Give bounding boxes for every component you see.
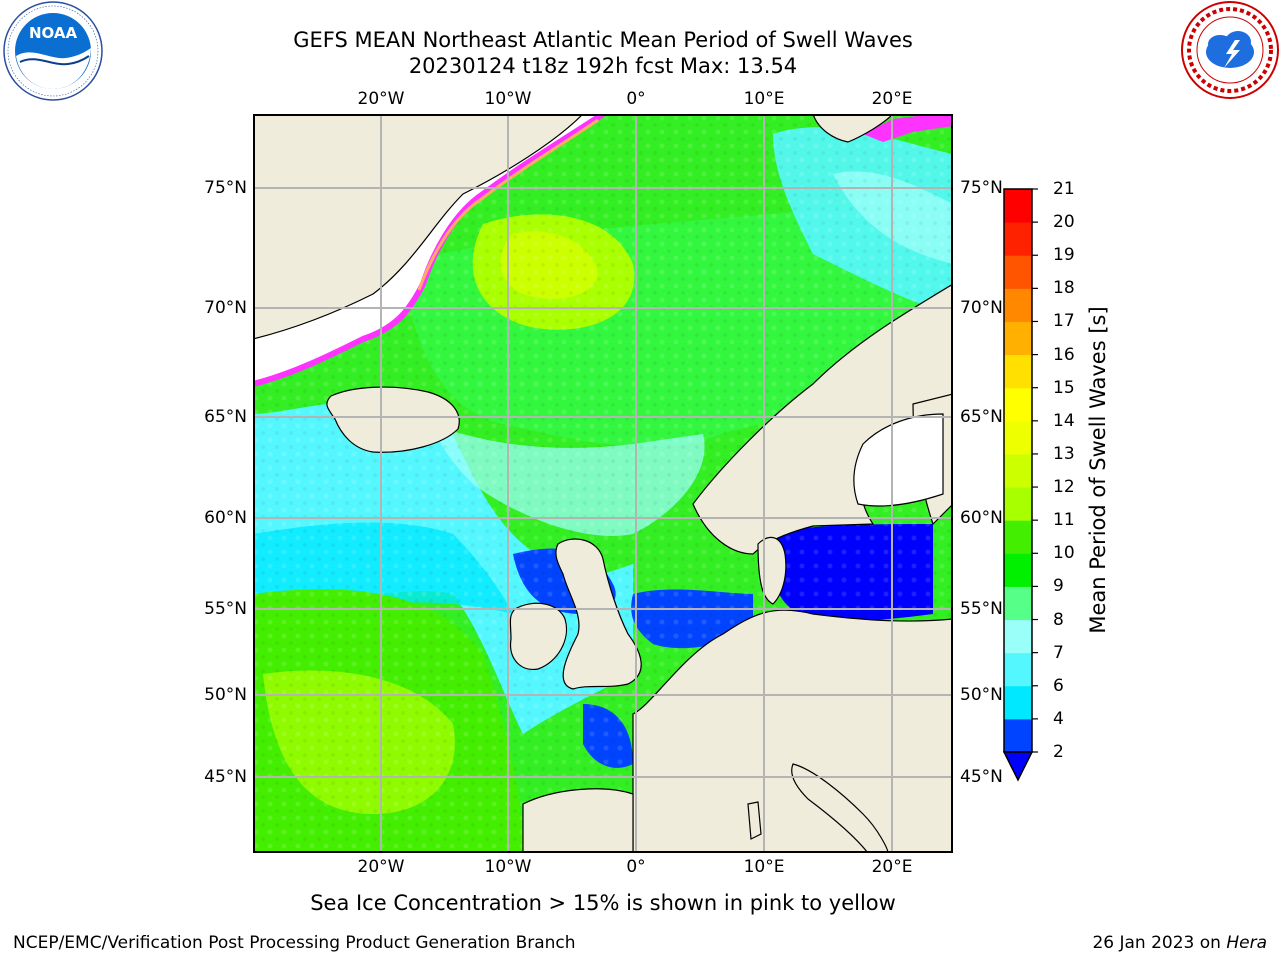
lat-tick-right-45n: 45°N bbox=[960, 767, 1003, 787]
colorbar-level-label: 16 bbox=[1053, 344, 1075, 365]
colorbar-segment bbox=[1004, 255, 1032, 289]
lon-tick-top-0: 0° bbox=[626, 89, 646, 109]
colorbar-segment bbox=[1004, 387, 1032, 422]
sea-ice-caption: Sea Ice Concentration > 15% is shown in … bbox=[310, 891, 896, 915]
colorbar-segment bbox=[1004, 354, 1032, 389]
colorbar-segment bbox=[1004, 487, 1032, 521]
colorbar-level-label: 4 bbox=[1053, 708, 1064, 729]
lon-tick-bottom-20w: 20°W bbox=[357, 857, 405, 877]
colorbar-level-label: 17 bbox=[1053, 311, 1075, 332]
noaa-logo-text: NOAA bbox=[29, 24, 78, 42]
colorbar-segment bbox=[1004, 420, 1032, 455]
colorbar-segment bbox=[1004, 288, 1032, 322]
lon-tick-bottom-10w: 10°W bbox=[484, 857, 532, 877]
lat-tick-left-55n: 55°N bbox=[204, 599, 247, 619]
lat-tick-right-55n: 55°N bbox=[960, 599, 1003, 619]
lon-tick-top-10w: 10°W bbox=[484, 89, 532, 109]
colorbar bbox=[1002, 188, 1038, 782]
colorbar-segment bbox=[1004, 222, 1032, 256]
lat-tick-right-70n: 70°N bbox=[960, 298, 1003, 318]
lat-tick-left-70n: 70°N bbox=[204, 298, 247, 318]
lon-tick-top-20w: 20°W bbox=[357, 89, 405, 109]
map-border bbox=[253, 114, 953, 853]
colorbar-title: Mean Period of Swell Waves [s] bbox=[1086, 306, 1110, 634]
colorbar-level-label: 20 bbox=[1053, 212, 1075, 233]
colorbar-level-label: 14 bbox=[1053, 410, 1075, 431]
colorbar-level-label: 13 bbox=[1053, 443, 1075, 464]
colorbar-segment bbox=[1004, 619, 1032, 654]
lat-tick-left-65n: 65°N bbox=[204, 407, 247, 427]
national-weather-service-logo bbox=[1181, 1, 1279, 99]
map-panel bbox=[253, 114, 953, 853]
lon-tick-bottom-10e: 10°E bbox=[743, 857, 785, 877]
colorbar-segment bbox=[1004, 189, 1032, 223]
colorbar-under-extension bbox=[1002, 751, 1034, 782]
gridlines bbox=[253, 114, 953, 853]
colorbar-level-label: 7 bbox=[1053, 642, 1064, 663]
lon-tick-bottom-20e: 20°E bbox=[871, 857, 913, 877]
footer-date-text: 26 Jan 2023 on bbox=[1092, 933, 1227, 953]
colorbar-level-label: 6 bbox=[1053, 675, 1064, 696]
lat-tick-left-75n: 75°N bbox=[204, 178, 247, 198]
lon-tick-top-20e: 20°E bbox=[871, 89, 913, 109]
land bbox=[253, 114, 953, 853]
colorbar-level-label: 9 bbox=[1053, 576, 1064, 597]
colorbar-level-label: 8 bbox=[1053, 609, 1064, 630]
lat-tick-right-65n: 65°N bbox=[960, 407, 1003, 427]
colorbar-border bbox=[1003, 188, 1033, 753]
colorbar-level-label: 11 bbox=[1053, 510, 1075, 531]
colorbar-segment bbox=[1004, 520, 1032, 554]
footer-date: 26 Jan 2023 on Hera bbox=[1092, 933, 1267, 953]
colorbar-segment bbox=[1004, 553, 1032, 587]
noaa-logo: NOAA bbox=[3, 1, 103, 101]
colorbar-segment bbox=[1004, 685, 1032, 720]
lon-tick-bottom-0: 0° bbox=[626, 857, 646, 877]
colorbar-level-label: 18 bbox=[1053, 278, 1075, 299]
lat-tick-right-50n: 50°N bbox=[960, 685, 1003, 705]
colorbar-level-label: 19 bbox=[1053, 245, 1075, 266]
lat-tick-left-60n: 60°N bbox=[204, 508, 247, 528]
lat-tick-right-75n: 75°N bbox=[960, 178, 1003, 198]
colorbar-segment bbox=[1004, 453, 1032, 488]
chart-title: GEFS MEAN Northeast Atlantic Mean Period… bbox=[293, 28, 913, 52]
lon-tick-top-10e: 10°E bbox=[743, 89, 785, 109]
colorbar-level-label: 15 bbox=[1053, 377, 1075, 398]
colorbar-segment bbox=[1004, 652, 1032, 687]
colorbar-level-label: 12 bbox=[1053, 477, 1075, 498]
colorbar-level-label: 10 bbox=[1053, 543, 1075, 564]
footer-machine: Hera bbox=[1226, 933, 1267, 953]
lat-tick-right-60n: 60°N bbox=[960, 508, 1003, 528]
lat-tick-left-50n: 50°N bbox=[204, 685, 247, 705]
footer-producer: NCEP/EMC/Verification Post Processing Pr… bbox=[13, 933, 576, 953]
colorbar-level-label: 21 bbox=[1053, 179, 1075, 199]
lat-tick-left-45n: 45°N bbox=[204, 767, 247, 787]
chart-subtitle: 20230124 t18z 192h fcst Max: 13.54 bbox=[408, 54, 798, 78]
colorbar-level-label: 2 bbox=[1053, 742, 1064, 762]
colorbar-segment bbox=[1004, 321, 1032, 356]
colorbar-segment bbox=[1004, 586, 1032, 621]
colorbar-segment bbox=[1004, 718, 1032, 753]
